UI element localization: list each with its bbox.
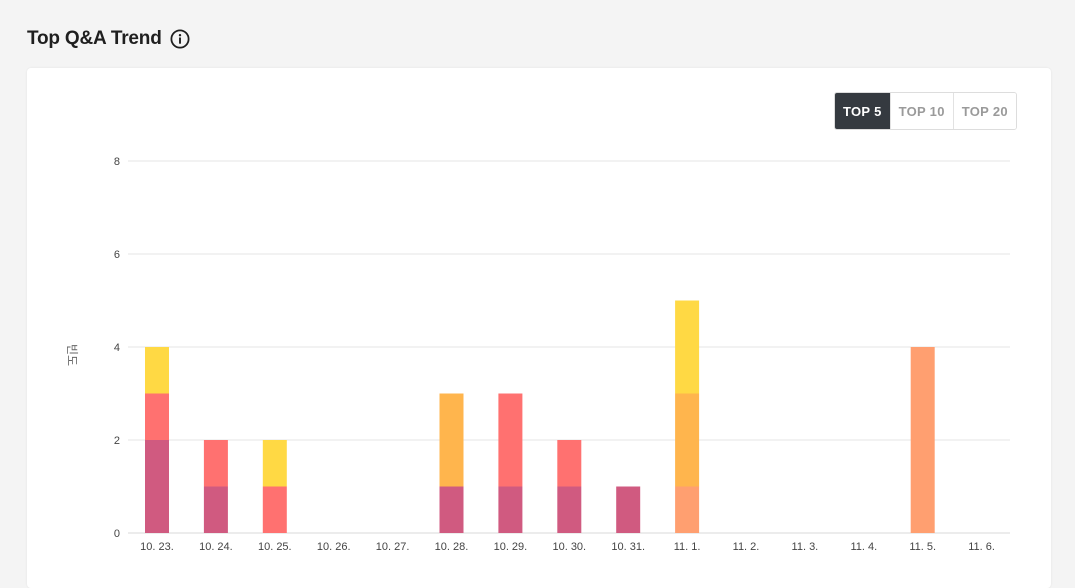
page-title: Top Q&A Trend [27,28,162,49]
x-tick-label: 11. 2. [733,541,760,553]
x-tick-label: 10. 30. [552,541,586,553]
bar-segment[interactable] [439,393,464,487]
top-n-toggle: TOP 5 TOP 10 TOP 20 [834,92,1017,130]
bar-segment[interactable] [910,347,935,533]
bar-segment[interactable] [203,440,228,487]
chart-card: TOP 5 TOP 10 TOP 20 0 2 4 6 8 빈도 10. 23. 10. 24… [27,68,1051,588]
bar-segment[interactable] [145,440,169,533]
x-tick-label: 10. 29. [494,541,528,553]
bar-segment[interactable] [439,486,464,534]
x-tick-label: 11. 6. [968,541,995,553]
x-tick-label: 10. 26. [317,541,351,553]
x-tick-label: 11. 5. [909,541,936,553]
toggle-top-10[interactable]: TOP 10 [889,93,953,129]
y-tick-label: 0 [114,528,120,540]
y-axis-label: 빈도 [65,344,79,366]
x-tick-label: 11. 4. [850,541,877,553]
bar-segment[interactable] [498,393,523,487]
page-header: Top Q&A Trend [27,28,190,50]
y-tick-label: 6 [114,249,120,261]
bar-segment[interactable] [262,486,287,534]
bar-segment[interactable] [262,440,287,487]
bar-segment[interactable] [557,440,582,487]
x-tick-label: 10. 27. [376,541,410,553]
toggle-top-5[interactable]: TOP 5 [835,93,890,129]
bar-segment[interactable] [203,486,228,534]
y-tick-label: 2 [114,435,120,447]
x-tick-label: 11. 3. [792,541,819,553]
x-tick-label: 10. 25. [258,541,292,553]
bar-segment[interactable] [498,486,523,534]
x-tick-label: 10. 31. [611,541,645,553]
bar-segment[interactable] [675,486,700,534]
bar-segment[interactable] [145,393,169,441]
y-tick-label: 4 [114,342,120,354]
x-tick-label: 10. 24. [199,541,233,553]
stacked-bar-chart: 0 2 4 6 8 빈도 10. 23. 10. 24. 10. 25. 10. 26. 10. 2… [65,156,1010,553]
x-tick-label: 10. 28. [435,541,469,553]
x-tick-label: 10. 23. [140,541,174,553]
bar-segment[interactable] [557,486,582,534]
bar-segment[interactable] [145,347,169,394]
toggle-top-20[interactable]: TOP 20 [952,93,1016,129]
info-circle-icon[interactable] [170,29,190,49]
bar-segment[interactable] [616,486,641,534]
y-tick-label: 8 [114,156,120,168]
bar-segment[interactable] [675,300,700,394]
x-tick-label: 11. 1. [674,541,701,553]
bar-segment[interactable] [675,393,700,487]
